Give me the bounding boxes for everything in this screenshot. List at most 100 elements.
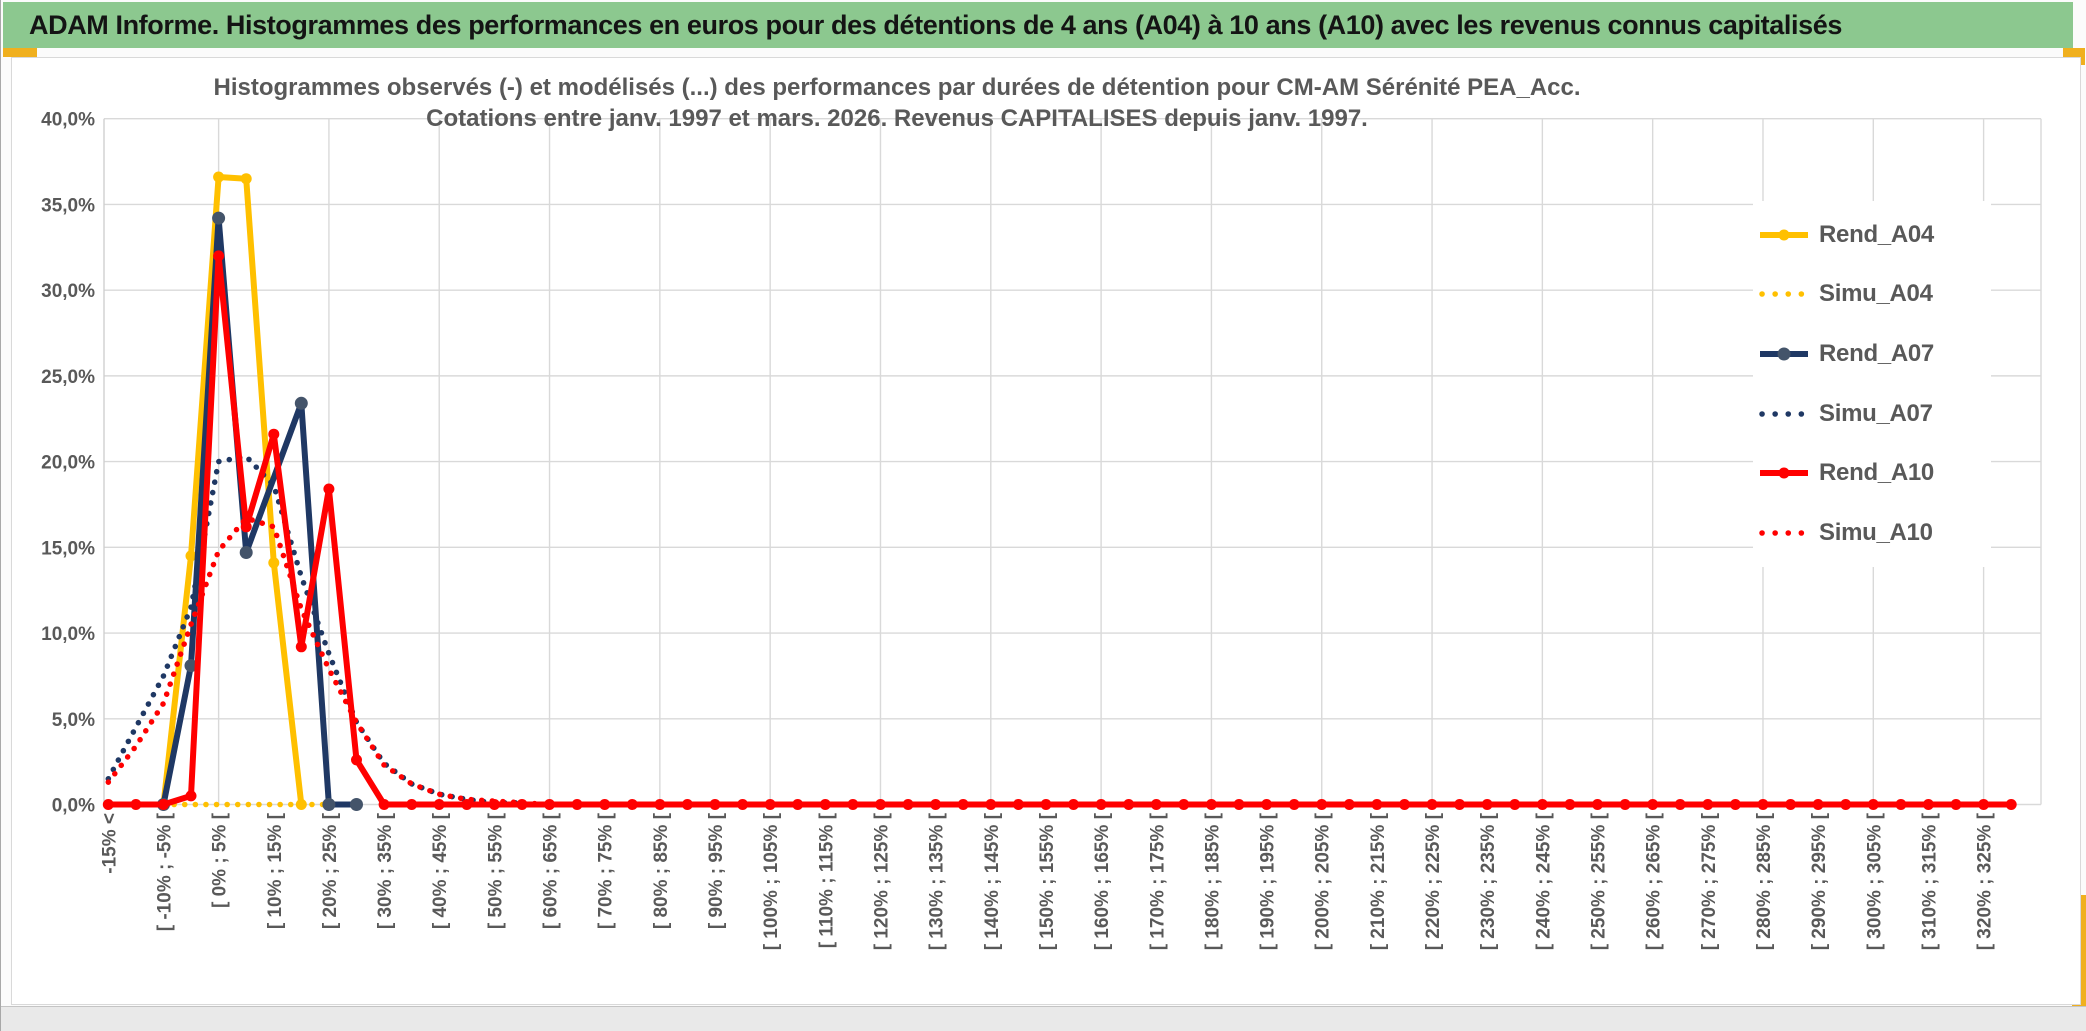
x-tick-label: [ 170% ; 175% [ <box>1147 812 1168 950</box>
legend-label-rend-a07: Rend_A07 <box>1819 340 1934 368</box>
x-tick-label: [ 280% ; 285% [ <box>1754 812 1775 950</box>
marker-Rend_A10 <box>1564 799 1576 810</box>
marker-Rend_A04 <box>240 173 252 185</box>
legend-row-simu-a07[interactable]: Simu_A07 <box>1753 400 1991 428</box>
x-tick-label: [ 200% ; 205% [ <box>1313 812 1334 950</box>
marker-Rend_A10 <box>1012 799 1024 810</box>
x-tick-label: [ -10% ; -5% [ <box>155 812 176 931</box>
marker-Rend_A10 <box>737 799 749 810</box>
x-tick-label: [ 30% ; 35% [ <box>375 812 396 929</box>
x-tick-label: [ 320% ; 325% [ <box>1975 812 1996 950</box>
legend-swatch-simu-a04 <box>1759 291 1810 298</box>
marker-Rend_A10 <box>268 428 280 440</box>
x-tick-label: [ 90% ; 95% [ <box>706 812 727 929</box>
series-line-Rend_A04 <box>160 174 305 805</box>
x-tick-label: [ 190% ; 195% [ <box>1258 812 1279 950</box>
marker-Rend_A07 <box>184 659 198 673</box>
x-tick-label: [ 70% ; 75% [ <box>596 812 617 929</box>
marker-Rend_A10 <box>875 799 886 810</box>
marker-Rend_A10 <box>681 799 693 810</box>
x-tick-label: [ 240% ; 245% [ <box>1533 812 1554 950</box>
marker-Rend_A10 <box>1729 799 1741 810</box>
marker-Rend_A10 <box>1288 799 1300 810</box>
legend-swatch-rend-a10 <box>1760 467 1808 479</box>
x-tick-label: [ 20% ; 25% [ <box>320 812 341 929</box>
y-tick-label: 25,0% <box>41 367 95 388</box>
legend-row-simu-a04[interactable]: Simu_A04 <box>1753 280 1991 308</box>
legend-row-rend-a04[interactable]: Rend_A04 <box>1753 221 1991 249</box>
legend-sample-marker <box>1778 467 1790 479</box>
marker-Rend_A07 <box>350 798 363 811</box>
marker-Rend_A10 <box>1371 799 1383 810</box>
banner: ADAM Informe. Histogrammes des performan… <box>3 2 2073 48</box>
marker-Rend_A10 <box>433 799 445 810</box>
legend-swatch-rend-a07 <box>1760 347 1808 361</box>
legend-label-rend-a10: Rend_A10 <box>1819 459 1934 487</box>
marker-Rend_A07 <box>212 211 226 225</box>
marker-Rend_A04 <box>213 171 225 183</box>
gold-accent-right-strip <box>2080 895 2086 1031</box>
marker-Rend_A10 <box>158 799 169 810</box>
banner-title: ADAM Informe. Histogrammes des performan… <box>29 9 1842 40</box>
series-line-Rend_A10 <box>108 252 2012 808</box>
x-tick-label: [ 150% ; 155% [ <box>1037 812 1058 950</box>
y-tick-label: 20,0% <box>41 453 95 474</box>
marker-Rend_A10 <box>1233 799 1245 810</box>
marker-Rend_A10 <box>351 754 362 766</box>
marker-Rend_A10 <box>2005 799 2017 810</box>
x-tick-label: [ 50% ; 55% [ <box>485 812 506 929</box>
y-tick-label: 5,0% <box>52 710 95 731</box>
legend-swatch-simu-a10 <box>1759 530 1810 536</box>
y-tick-label: 0,0% <box>52 796 95 817</box>
legend-row-rend-a10[interactable]: Rend_A10 <box>1753 459 1991 487</box>
legend-row-rend-a07[interactable]: Rend_A07 <box>1753 340 1991 368</box>
x-tick-label: [ 130% ; 135% [ <box>927 812 948 950</box>
legend-label-rend-a04: Rend_A04 <box>1819 220 1934 248</box>
marker-Rend_A10 <box>1840 799 1852 810</box>
x-tick-label: [ 220% ; 225% [ <box>1423 812 1444 950</box>
marker-Rend_A10 <box>599 799 611 810</box>
x-tick-label: [ 230% ; 235% [ <box>1478 812 1499 950</box>
x-tick-label: [ 0% ; 5% [ <box>210 812 231 908</box>
x-tick-label: [ 260% ; 265% [ <box>1644 812 1665 950</box>
marker-Rend_A10 <box>1647 799 1659 810</box>
marker-Rend_A07 <box>294 396 308 410</box>
marker-Rend_A10 <box>295 641 307 653</box>
legend-sample-marker <box>1778 229 1790 241</box>
legend-label-simu-a04: Simu_A04 <box>1819 280 1933 308</box>
x-tick-label: [ 10% ; 15% [ <box>265 812 286 929</box>
marker-Rend_A10 <box>544 799 555 810</box>
marker-Rend_A10 <box>1150 799 1162 810</box>
marker-Rend_A10 <box>1702 799 1714 810</box>
legend: Rend_A04 Simu_A04 Rend_A07 Simu_A07 Rend… <box>1753 201 1991 567</box>
x-tick-label: [ 310% ; 315% [ <box>1919 812 1940 950</box>
legend-label-simu-a10: Simu_A10 <box>1819 519 1933 547</box>
marker-Rend_A10 <box>1592 799 1603 810</box>
y-tick-label: 30,0% <box>41 281 95 302</box>
chart-subtitle: Cotations entre janv. 1997 et mars. 2026… <box>426 105 1368 132</box>
y-tick-label: 10,0% <box>41 624 95 645</box>
x-tick-label: [ 40% ; 45% [ <box>430 812 451 929</box>
x-tick-label: [ 160% ; 165% [ <box>1092 812 1113 950</box>
x-tick-label: [ 100% ; 105% [ <box>761 812 782 950</box>
chart-title-block: Histogrammes observés (-) et modélisés (… <box>101 72 1693 134</box>
marker-Rend_A10 <box>1922 799 1934 810</box>
legend-swatch-rend-a04 <box>1760 229 1808 241</box>
x-tick-label: [ 250% ; 255% [ <box>1589 812 1610 950</box>
marker-Rend_A07 <box>322 798 336 811</box>
marker-Rend_A10 <box>406 799 418 810</box>
legend-swatch-simu-a07 <box>1759 411 1810 417</box>
marker-Rend_A04 <box>268 557 280 569</box>
x-tick-label: [ 60% ; 65% [ <box>541 812 562 929</box>
marker-Rend_A10 <box>1785 799 1797 810</box>
series-line-Simu_A10 <box>105 515 2014 808</box>
legend-row-simu-a10[interactable]: Simu_A10 <box>1753 519 1991 547</box>
y-tick-label: 40,0% <box>41 110 95 131</box>
legend-sample-marker <box>1777 347 1791 361</box>
x-tick-label: [ 120% ; 125% [ <box>872 812 893 950</box>
y-tick-label: 15,0% <box>41 538 95 559</box>
marker-Rend_A10 <box>819 799 831 810</box>
legend-label-simu-a07: Simu_A07 <box>1819 399 1933 427</box>
